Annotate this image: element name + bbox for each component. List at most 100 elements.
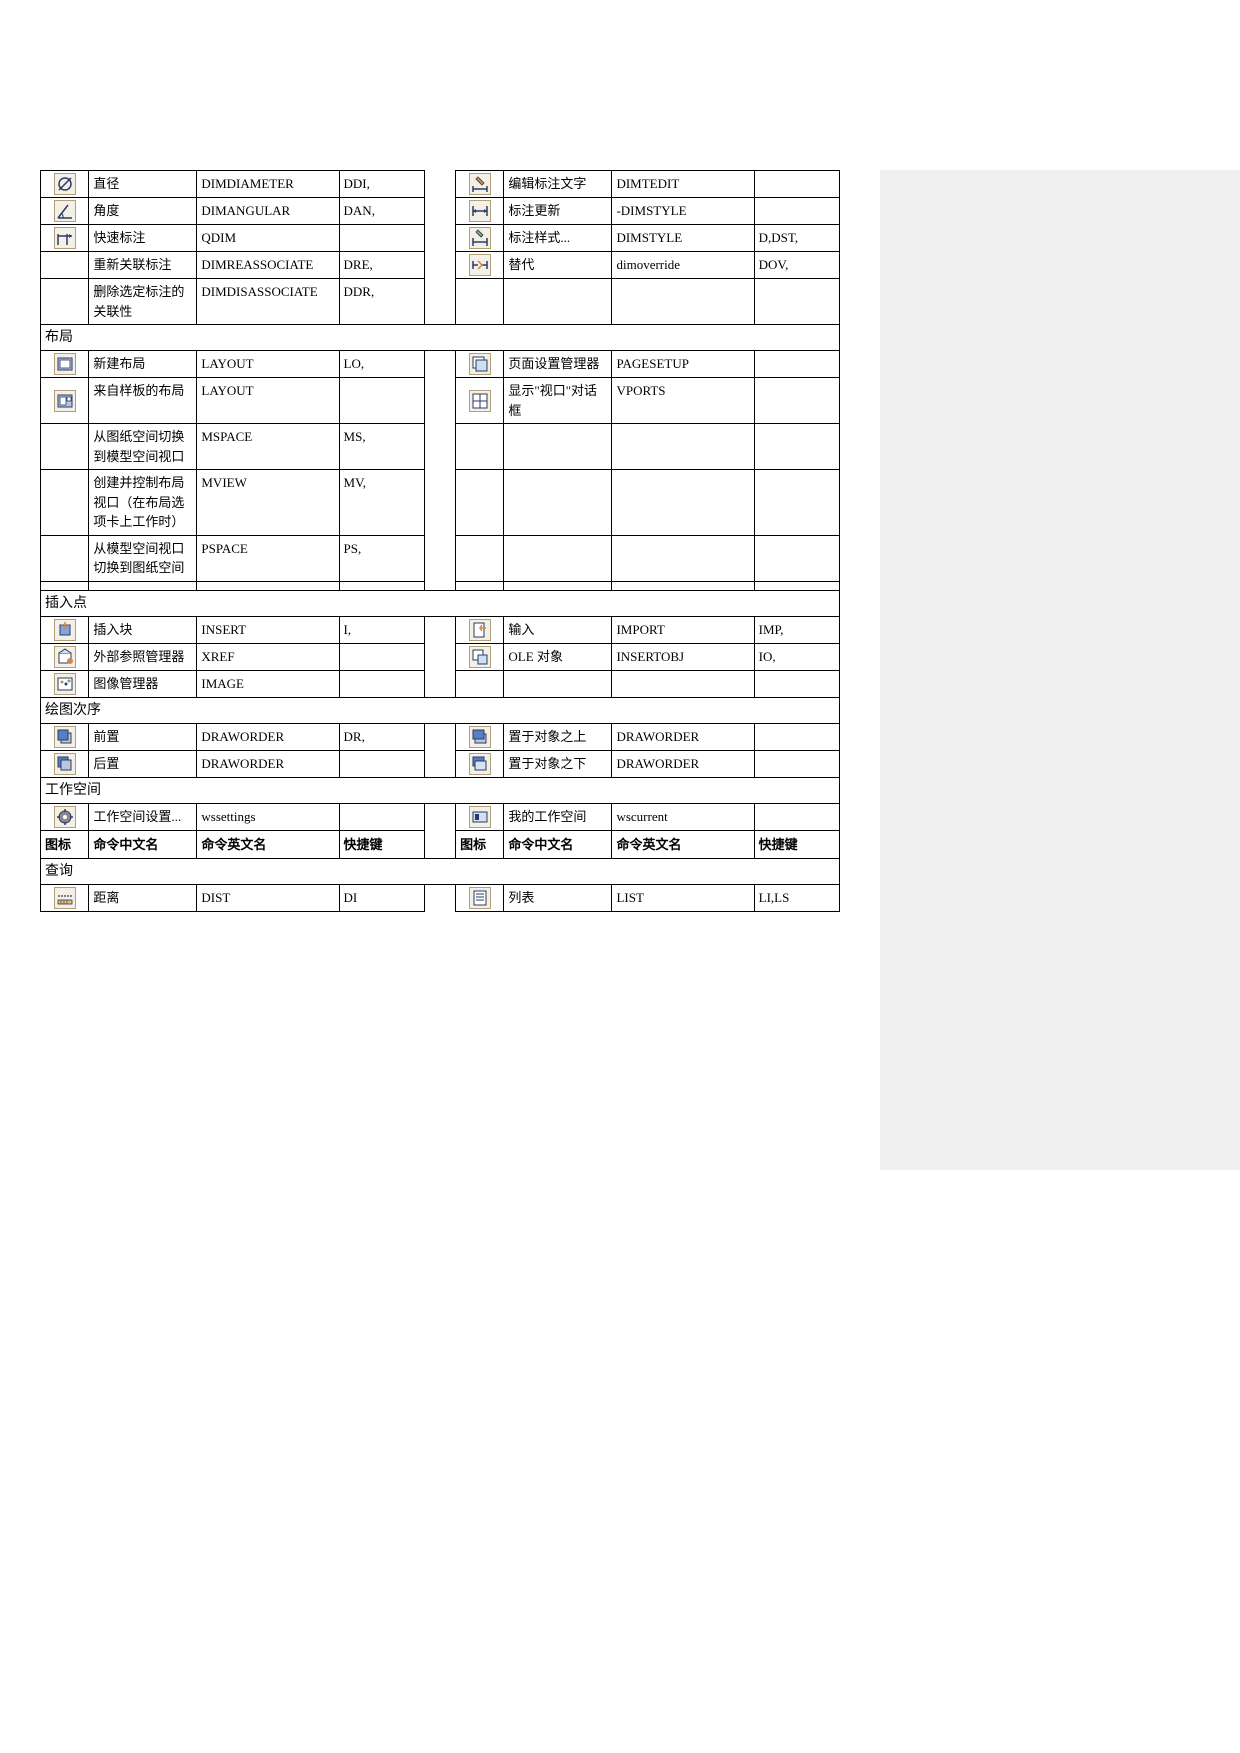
cmd-name-en: MSPACE xyxy=(197,424,339,470)
cmd-name-cn xyxy=(504,279,612,325)
cmd-shortcut: IO, xyxy=(754,643,839,670)
cmd-name-en: DIMTEDIT xyxy=(612,171,754,198)
cmd-shortcut xyxy=(339,670,424,697)
section-header: 工作空间 xyxy=(41,777,840,803)
table-row: 来自样板的布局LAYOUT显示"视口"对话框VPORTS xyxy=(41,378,840,424)
table-row: 角度DIMANGULARDAN,标注更新-DIMSTYLE xyxy=(41,198,840,225)
column-header: 命令中文名 xyxy=(504,830,612,859)
cmd-name-cn: OLE 对象 xyxy=(504,643,612,670)
cmd-shortcut xyxy=(754,803,839,830)
cmd-shortcut xyxy=(754,198,839,225)
cmd-name-en: VPORTS xyxy=(612,378,754,424)
xref-icon xyxy=(54,646,76,668)
cmd-name-cn: 工作空间设置... xyxy=(89,803,197,830)
diameter-icon xyxy=(54,173,76,195)
cmd-name-cn: 置于对象之上 xyxy=(504,723,612,750)
dimupdate-icon xyxy=(469,200,491,222)
cmd-name-en: DRAWORDER xyxy=(612,723,754,750)
image-icon xyxy=(54,673,76,695)
cmd-name-en: DRAWORDER xyxy=(612,750,754,777)
cmd-shortcut xyxy=(754,424,839,470)
cmd-shortcut xyxy=(754,351,839,378)
cmd-name-cn: 来自样板的布局 xyxy=(89,378,197,424)
cmd-name-en: PAGESETUP xyxy=(612,351,754,378)
cmd-name-cn: 编辑标注文字 xyxy=(504,171,612,198)
cmd-shortcut: DDR, xyxy=(339,279,424,325)
cmd-shortcut: IMP, xyxy=(754,616,839,643)
cmd-name-cn xyxy=(504,581,612,590)
cmd-name-cn: 我的工作空间 xyxy=(504,803,612,830)
cmd-name-cn: 列表 xyxy=(504,885,612,912)
command-table: 直径DIMDIAMETERDDI,编辑标注文字DIMTEDIT角度DIMANGU… xyxy=(40,170,840,912)
pagesetup-icon xyxy=(469,353,491,375)
cmd-name-cn: 重新关联标注 xyxy=(89,252,197,279)
table-row: 外部参照管理器XREF OLE 对象INSERTOBJIO, xyxy=(41,643,840,670)
cmd-name-cn xyxy=(504,670,612,697)
table-row: 后置DRAWORDER置于对象之下DRAWORDER xyxy=(41,750,840,777)
table-row: 创建并控制布局视口（在布局选项卡上工作时）MVIEWMV, xyxy=(41,470,840,536)
column-header: 快捷键 xyxy=(754,830,839,859)
front-icon xyxy=(54,726,76,748)
cmd-name-cn xyxy=(504,470,612,536)
cmd-name-en: INSERTOBJ xyxy=(612,643,754,670)
below-icon xyxy=(469,753,491,775)
cmd-name-cn xyxy=(89,581,197,590)
cmd-shortcut xyxy=(754,470,839,536)
cmd-shortcut xyxy=(339,581,424,590)
cmd-name-en: DIMDIAMETER xyxy=(197,171,339,198)
cmd-name-cn: 快速标注 xyxy=(89,225,197,252)
cmd-name-en xyxy=(612,470,754,536)
cmd-name-en: DIST xyxy=(197,885,339,912)
cmd-shortcut xyxy=(754,171,839,198)
insert-block-icon xyxy=(54,619,76,641)
cmd-name-cn: 新建布局 xyxy=(89,351,197,378)
cmd-name-en: DIMDISASSOCIATE xyxy=(197,279,339,325)
cmd-shortcut xyxy=(754,581,839,590)
cmd-name-cn: 替代 xyxy=(504,252,612,279)
cmd-name-en: MVIEW xyxy=(197,470,339,536)
cmd-name-en: DIMSTYLE xyxy=(612,225,754,252)
cmd-name-en: INSERT xyxy=(197,616,339,643)
table-row: 快速标注QDIM标注样式...DIMSTYLED,DST, xyxy=(41,225,840,252)
cmd-name-cn: 直径 xyxy=(89,171,197,198)
table-row xyxy=(41,581,840,590)
cmd-name-en: XREF xyxy=(197,643,339,670)
cmd-shortcut xyxy=(754,723,839,750)
section-header: 插入点 xyxy=(41,590,840,616)
cmd-name-cn: 距离 xyxy=(89,885,197,912)
layout-template-icon xyxy=(54,390,76,412)
table-row: 插入块INSERTI,输入IMPORTIMP, xyxy=(41,616,840,643)
cmd-name-en: IMPORT xyxy=(612,616,754,643)
section-header: 绘图次序 xyxy=(41,697,840,723)
vports-icon xyxy=(469,390,491,412)
cmd-name-en xyxy=(612,424,754,470)
section-header: 布局 xyxy=(41,325,840,351)
cmd-name-en: DRAWORDER xyxy=(197,750,339,777)
cmd-shortcut xyxy=(339,803,424,830)
cmd-shortcut xyxy=(339,643,424,670)
back-icon xyxy=(54,753,76,775)
angle-icon xyxy=(54,200,76,222)
cmd-name-cn: 外部参照管理器 xyxy=(89,643,197,670)
layout-new-icon xyxy=(54,353,76,375)
cmd-name-en: LAYOUT xyxy=(197,378,339,424)
cmd-name-cn: 页面设置管理器 xyxy=(504,351,612,378)
cmd-name-en: DRAWORDER xyxy=(197,723,339,750)
cmd-shortcut: PS, xyxy=(339,535,424,581)
column-header: 图标 xyxy=(456,830,504,859)
dimtedit-icon xyxy=(469,173,491,195)
table-row: 新建布局LAYOUTLO,页面设置管理器PAGESETUP xyxy=(41,351,840,378)
cmd-name-en: LIST xyxy=(612,885,754,912)
cmd-shortcut xyxy=(754,670,839,697)
wssettings-icon xyxy=(54,806,76,828)
cmd-name-en xyxy=(612,279,754,325)
cmd-shortcut xyxy=(754,535,839,581)
cmd-name-en: dimoverride xyxy=(612,252,754,279)
cmd-name-cn: 前置 xyxy=(89,723,197,750)
cmd-shortcut: MV, xyxy=(339,470,424,536)
cmd-shortcut: LO, xyxy=(339,351,424,378)
override-icon xyxy=(469,254,491,276)
cmd-shortcut: MS, xyxy=(339,424,424,470)
cmd-shortcut xyxy=(339,750,424,777)
table-row: 直径DIMDIAMETERDDI,编辑标注文字DIMTEDIT xyxy=(41,171,840,198)
